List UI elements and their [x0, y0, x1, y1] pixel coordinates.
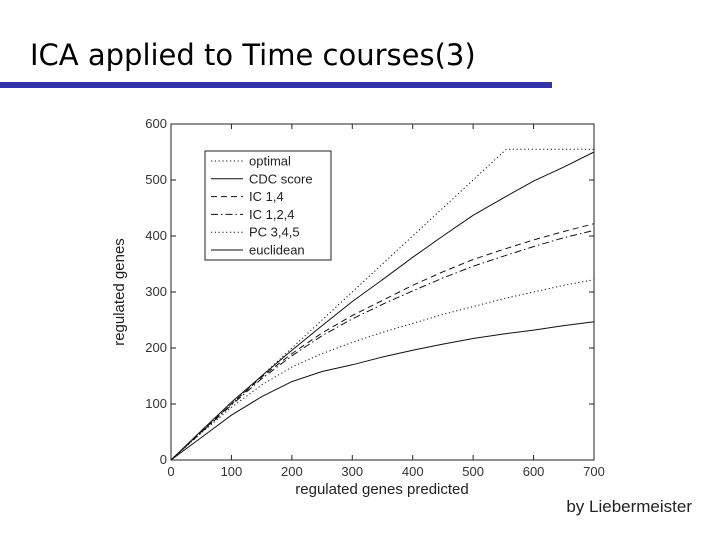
legend-label: PC 3,4,5	[249, 225, 300, 240]
y-tick-label: 300	[145, 284, 167, 299]
legend-box	[204, 150, 332, 261]
y-tick-label: 100	[145, 396, 167, 411]
x-tick-label: 500	[462, 464, 484, 479]
y-tick-label: 0	[160, 452, 167, 467]
legend-label: IC 1,2,4	[249, 207, 295, 222]
y-tick-label: 200	[145, 340, 167, 355]
x-tick-label: 0	[167, 464, 174, 479]
axes: 0 100 200 300 400 500 600 700 0 100 200 300 400 500 60…	[145, 116, 605, 479]
series-line-ic-1-4	[170, 223, 595, 461]
y-tick-label: 500	[145, 172, 167, 187]
series-line-cdc-score	[170, 151, 595, 461]
legend-label: CDC score	[249, 171, 313, 186]
y-tick-label: 600	[145, 116, 167, 131]
y-tick-label: 400	[145, 228, 167, 243]
x-tick-label: 100	[221, 464, 243, 479]
x-tick-label: 300	[341, 464, 363, 479]
y-axis-label: regulated genes	[111, 238, 128, 346]
x-tick-label: 700	[583, 464, 605, 479]
series-line-pc-3-4-5	[170, 279, 595, 461]
x-tick-label: 400	[402, 464, 424, 479]
legend: optimal CDC score IC 1,4 IC 1,2,4 PC 3,4,5 eu…	[204, 150, 332, 261]
legend-label: optimal	[249, 154, 291, 169]
x-tick-label: 600	[523, 464, 545, 479]
x-tick-label: 200	[281, 464, 303, 479]
legend-label: IC 1,4	[249, 189, 284, 204]
series-line-euclidean	[170, 321, 595, 461]
series-line-optimal	[170, 148, 594, 461]
legend-label: euclidean	[249, 243, 305, 258]
plot-area	[170, 148, 595, 461]
credit-text: by Liebermeister	[566, 497, 692, 516]
series-line-ic-1-2-4	[170, 229, 595, 461]
title-underline	[0, 82, 552, 88]
x-axis-label: regulated genes predicted	[295, 481, 468, 498]
slide-title: ICA applied to Time courses(3)	[30, 38, 476, 72]
